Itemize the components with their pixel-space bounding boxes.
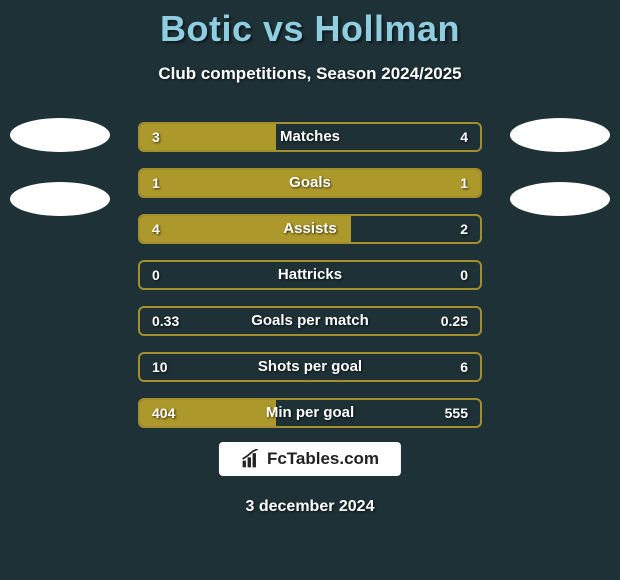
stat-label: Shots per goal [140, 354, 480, 380]
stat-label: Matches [140, 124, 480, 150]
chart-icon [241, 449, 261, 469]
brand-text: FcTables.com [267, 449, 379, 469]
stat-row: 1Goals1 [138, 168, 482, 198]
player-right-photo [510, 118, 610, 152]
page-title: Botic vs Hollman [0, 0, 620, 50]
page-subtitle: Club competitions, Season 2024/2025 [0, 64, 620, 84]
player-left-photo [10, 118, 110, 152]
stat-label: Hattricks [140, 262, 480, 288]
player-right-badge [510, 182, 610, 216]
stat-row: 0Hattricks0 [138, 260, 482, 290]
avatar-left-group [10, 118, 110, 216]
stat-value-right: 0 [460, 262, 468, 288]
stats-bars: 3Matches41Goals14Assists20Hattricks00.33… [138, 122, 482, 444]
brand-badge[interactable]: FcTables.com [219, 442, 401, 476]
avatar-right-group [510, 118, 610, 216]
stat-value-right: 1 [460, 170, 468, 196]
stat-label: Assists [140, 216, 480, 242]
stat-value-right: 0.25 [441, 308, 468, 334]
stat-value-right: 555 [445, 400, 468, 426]
stat-row: 404Min per goal555 [138, 398, 482, 428]
stat-row: 4Assists2 [138, 214, 482, 244]
stat-value-right: 6 [460, 354, 468, 380]
stat-row: 3Matches4 [138, 122, 482, 152]
player-left-badge [10, 182, 110, 216]
stat-label: Goals [140, 170, 480, 196]
stat-value-right: 2 [460, 216, 468, 242]
stat-row: 0.33Goals per match0.25 [138, 306, 482, 336]
stat-label: Goals per match [140, 308, 480, 334]
stat-value-right: 4 [460, 124, 468, 150]
stat-label: Min per goal [140, 400, 480, 426]
comparison-date: 3 december 2024 [0, 498, 620, 516]
stat-row: 10Shots per goal6 [138, 352, 482, 382]
